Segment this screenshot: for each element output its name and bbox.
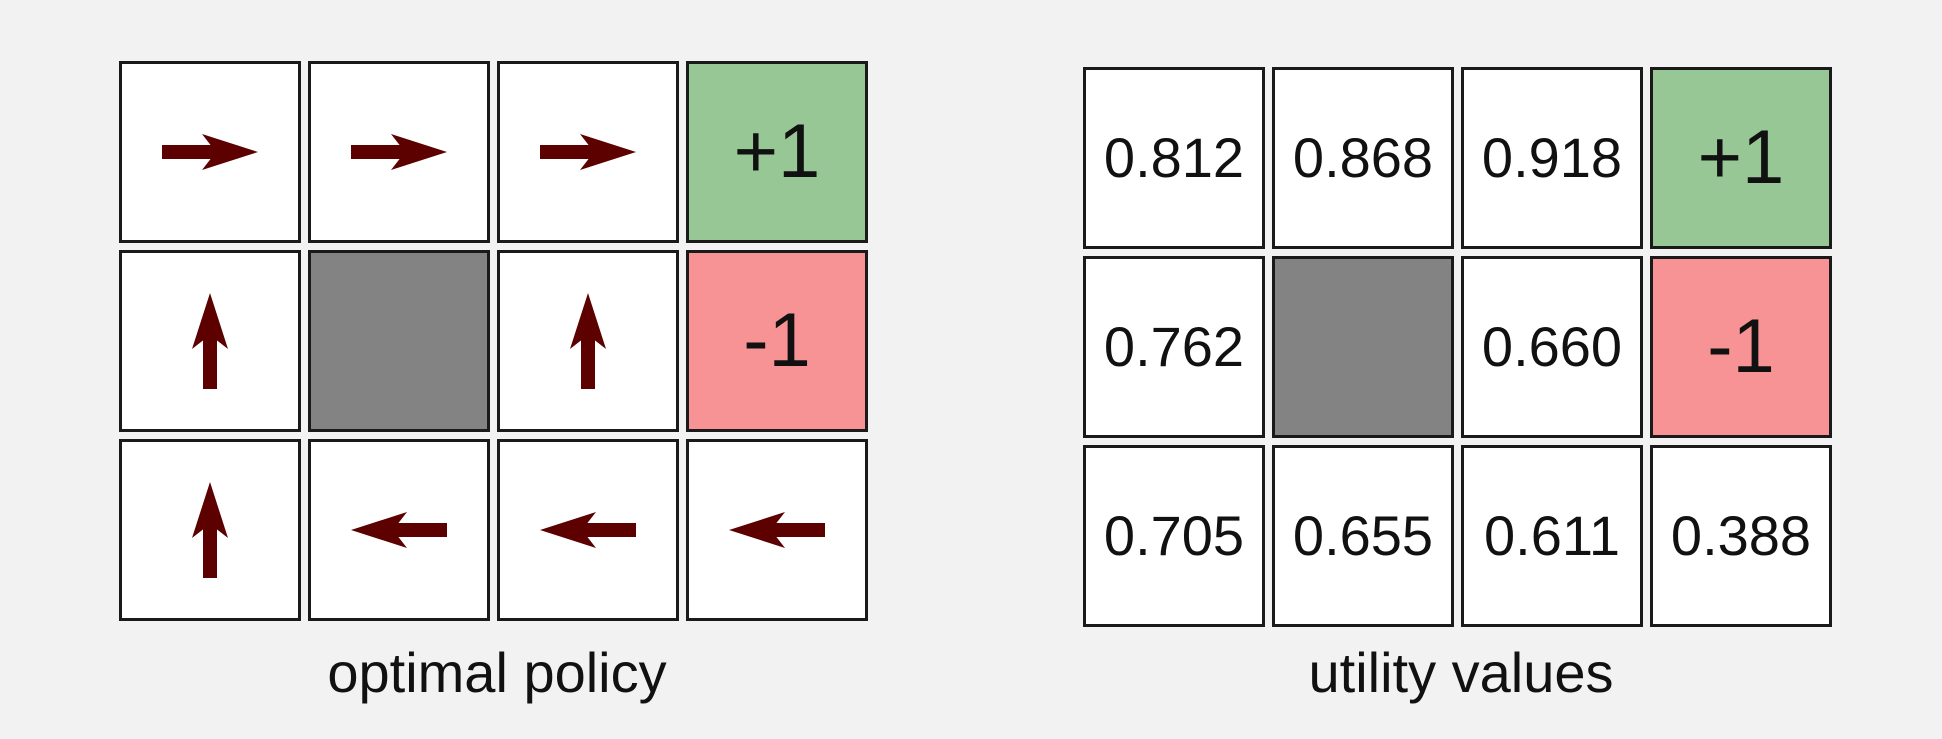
arrow-up-icon (192, 482, 228, 578)
utility-value-cell: 0.611 (1461, 445, 1643, 627)
utility-terminal-cell-negative: -1 (1650, 256, 1832, 438)
utility-value: 0.611 (1484, 504, 1620, 567)
utility-value-cell: 0.655 (1272, 445, 1454, 627)
utility-value: 0.762 (1103, 315, 1245, 378)
reward-label: +1 (1697, 115, 1785, 200)
reward-label: +1 (733, 109, 821, 194)
policy-blocked-cell (308, 250, 490, 432)
reward-label: -1 (1707, 304, 1775, 389)
policy-grid: +1 -1 (119, 61, 875, 621)
reward-label: -1 (743, 298, 811, 383)
arrow-left-icon (540, 512, 636, 548)
arrow-right-icon (540, 134, 636, 170)
utility-value-cell: 0.660 (1461, 256, 1643, 438)
policy-policy-cell (308, 439, 490, 621)
utility-caption: utility values (1308, 641, 1614, 704)
arrow-right-icon (351, 134, 447, 170)
utility-values-panel: 0.812 0.868 0.918 +1 0.762 0.660 -1 0.705 0.655 0… (1083, 67, 1839, 704)
policy-policy-cell (497, 61, 679, 243)
utility-blocked-cell (1272, 256, 1454, 438)
utility-value-cell: 0.705 (1083, 445, 1265, 627)
utility-value: 0.655 (1292, 504, 1434, 567)
arrow-up-icon (570, 293, 606, 389)
policy-terminal-cell-positive: +1 (686, 61, 868, 243)
utility-value: 0.868 (1292, 126, 1434, 189)
arrow-right-icon (162, 134, 258, 170)
policy-terminal-cell-negative: -1 (686, 250, 868, 432)
utility-value: 0.705 (1103, 504, 1245, 567)
utility-value: 0.812 (1103, 126, 1245, 189)
utility-value: 0.388 (1670, 504, 1812, 567)
policy-policy-cell (119, 439, 301, 621)
arrow-left-icon (729, 512, 825, 548)
utility-value-cell: 0.388 (1650, 445, 1832, 627)
arrow-up-icon (192, 293, 228, 389)
utility-value-cell: 0.918 (1461, 67, 1643, 249)
policy-caption: optimal policy (327, 641, 667, 704)
utility-value: 0.918 (1481, 126, 1623, 189)
utility-value-cell: 0.812 (1083, 67, 1265, 249)
utility-value-cell: 0.868 (1272, 67, 1454, 249)
arrow-left-icon (351, 512, 447, 548)
policy-policy-cell (308, 61, 490, 243)
utility-terminal-cell-positive: +1 (1650, 67, 1832, 249)
policy-policy-cell (119, 250, 301, 432)
utility-value: 0.660 (1481, 315, 1623, 378)
utility-value-cell: 0.762 (1083, 256, 1265, 438)
policy-policy-cell (119, 61, 301, 243)
optimal-policy-panel: +1 -1 optimal policy (119, 61, 875, 704)
policy-policy-cell (497, 439, 679, 621)
policy-policy-cell (686, 439, 868, 621)
policy-policy-cell (497, 250, 679, 432)
utility-grid: 0.812 0.868 0.918 +1 0.762 0.660 -1 0.705 0.655 0… (1083, 67, 1839, 627)
